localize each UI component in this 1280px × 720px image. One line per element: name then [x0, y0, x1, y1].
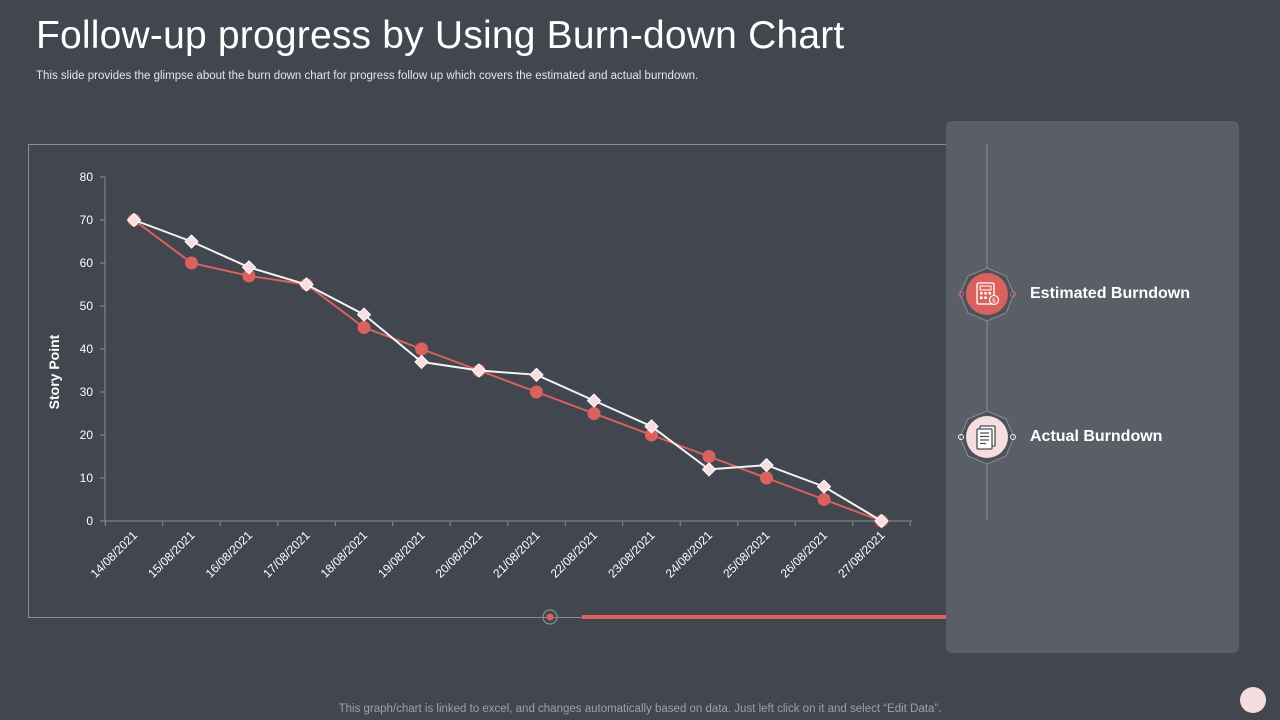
y-tick-label: 70 — [80, 213, 94, 227]
legend-estimated-label: Estimated Burndown — [1030, 285, 1191, 302]
connector-dot — [546, 613, 554, 621]
x-tick-label: 21/08/2021 — [490, 528, 543, 581]
x-tick-label: 18/08/2021 — [318, 528, 371, 581]
y-tick-label: 0 — [86, 514, 93, 528]
y-tick-label: 50 — [80, 299, 94, 313]
accent-bar — [582, 615, 946, 619]
actual-point — [586, 393, 602, 408]
slide-subtitle: This slide provides the glimpse about th… — [36, 70, 699, 82]
actual-point — [874, 513, 889, 529]
estimated-point — [587, 407, 601, 420]
slide-title: Follow-up progress by Using Burn-down Ch… — [36, 14, 845, 57]
actual-point — [126, 212, 142, 228]
y-axis-title: Story Point — [46, 334, 62, 409]
x-tick-label: 23/08/2021 — [605, 528, 658, 581]
y-tick-label: 20 — [80, 428, 94, 442]
x-tick-label: 26/08/2021 — [778, 528, 831, 581]
y-tick-label: 60 — [80, 256, 94, 270]
calculator-icon: $ — [976, 282, 1000, 306]
y-tick-label: 40 — [80, 342, 94, 356]
x-tick-label: 27/08/2021 — [835, 528, 888, 581]
actual-point — [414, 354, 429, 370]
legend-actual-label: Actual Burndown — [1030, 428, 1163, 445]
actual-point — [299, 277, 314, 292]
document-icon — [976, 425, 996, 450]
x-tick-label: 24/08/2021 — [663, 528, 716, 581]
estimated-point — [760, 471, 773, 485]
x-tick-label: 19/08/2021 — [375, 528, 428, 581]
y-tick-label: 30 — [80, 385, 94, 399]
x-tick-label: 16/08/2021 — [203, 528, 256, 581]
x-tick-label: 15/08/2021 — [145, 528, 198, 581]
actual-burndown-line — [133, 219, 883, 522]
estimated-point — [185, 256, 198, 270]
x-tick-label: 25/08/2021 — [720, 528, 773, 581]
actual-point — [816, 479, 832, 494]
connector-ring — [542, 609, 558, 625]
x-tick-label: 22/08/2021 — [548, 528, 601, 581]
estimated-point — [702, 450, 716, 463]
actual-point — [471, 363, 487, 378]
actual-point — [759, 457, 774, 473]
legend-actual-marker — [958, 410, 1016, 465]
legend-estimated-marker: $ — [958, 267, 1016, 322]
y-tick-label: 80 — [80, 170, 94, 184]
svg-text:$: $ — [992, 297, 996, 305]
estimated-point — [530, 385, 543, 399]
estimated-point — [242, 269, 256, 283]
actual-point — [356, 307, 372, 322]
estimated-point — [645, 428, 658, 442]
y-tick-label: 10 — [80, 471, 94, 485]
estimated-burndown-line — [133, 219, 882, 522]
corner-dot — [1240, 687, 1266, 713]
actual-point — [241, 260, 257, 275]
legend-panel — [946, 121, 1239, 653]
actual-point — [701, 462, 717, 477]
actual-point — [529, 367, 544, 383]
footer-note: This graph/chart is linked to excel, and… — [338, 703, 942, 715]
actual-point — [184, 234, 199, 249]
actual-point — [644, 419, 659, 434]
estimated-point — [415, 342, 428, 356]
x-tick-label: 14/08/2021 — [88, 528, 141, 581]
estimated-point — [357, 321, 371, 334]
x-tick-label: 17/08/2021 — [260, 528, 313, 581]
estimated-point — [817, 493, 831, 506]
x-tick-label: 20/08/2021 — [433, 528, 486, 581]
